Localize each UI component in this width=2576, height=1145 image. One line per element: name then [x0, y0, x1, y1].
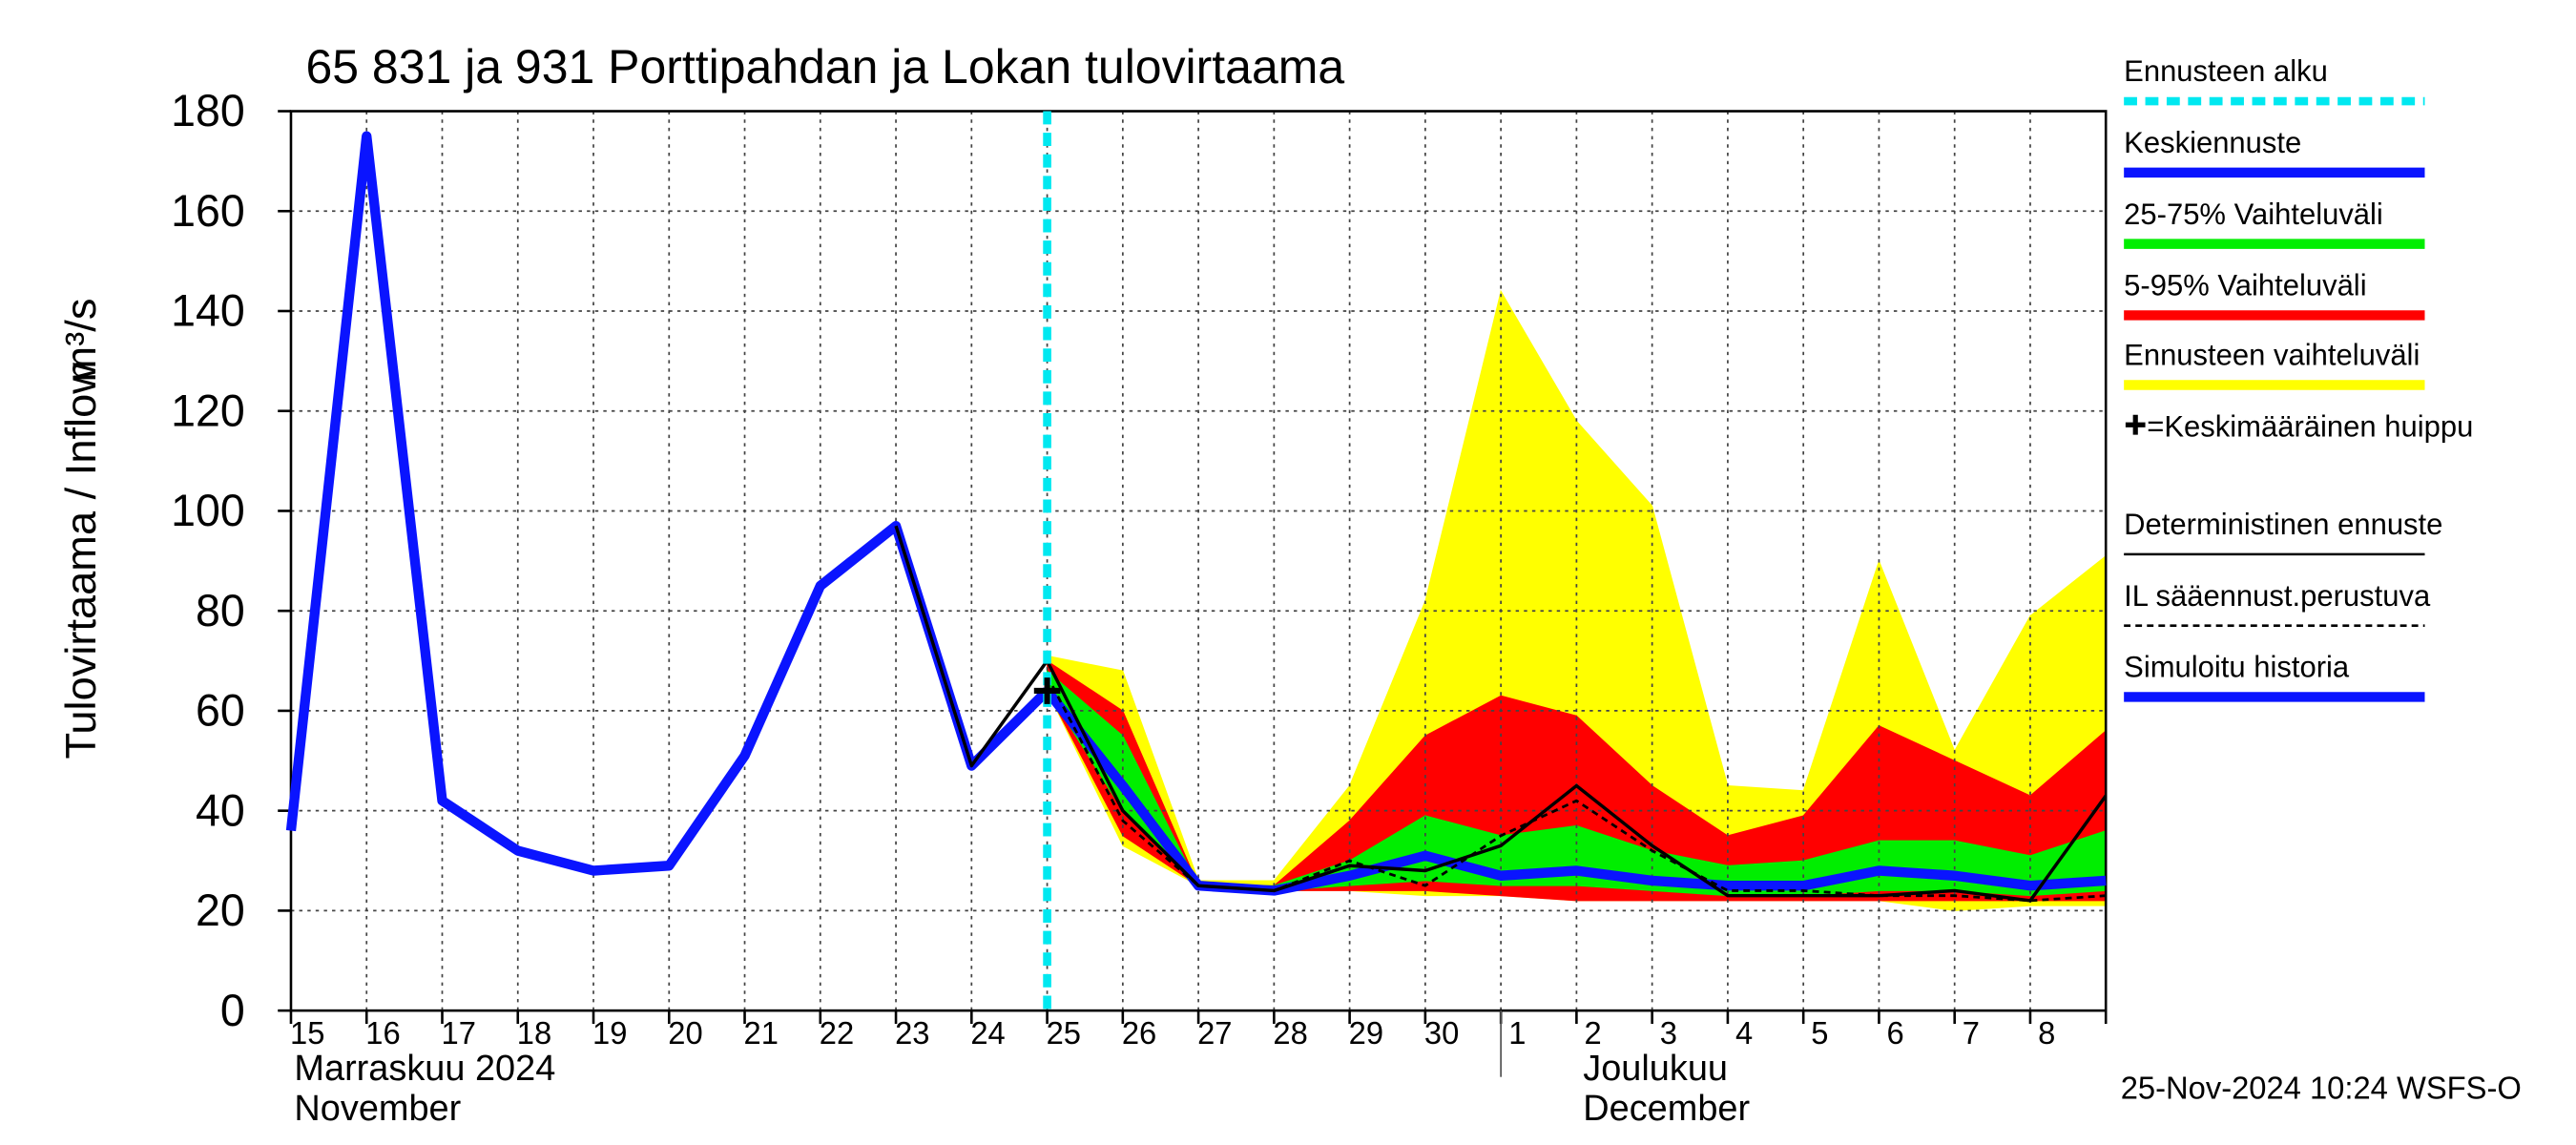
legend-label: Deterministinen ennuste — [2124, 508, 2442, 541]
bands — [1047, 289, 2107, 911]
x-tick-label: 30 — [1424, 1015, 1459, 1051]
chart-title: 65 831 ja 931 Porttipahdan ja Lokan tulo… — [305, 40, 1344, 94]
legend-label: 5-95% Vaihteluväli — [2124, 268, 2366, 302]
x-tick-label: 25 — [1047, 1015, 1081, 1051]
month-label: December — [1583, 1089, 1750, 1129]
legend-label: Ennusteen vaihteluväli — [2124, 338, 2420, 371]
x-tick-label: 5 — [1811, 1015, 1828, 1051]
x-tick-label: 2 — [1585, 1015, 1602, 1051]
x-tick-label: 4 — [1735, 1015, 1753, 1051]
x-tick-label: 27 — [1197, 1015, 1232, 1051]
x-tick-label: 24 — [970, 1015, 1005, 1051]
y-tick-label: 0 — [220, 986, 245, 1035]
y-tick-label: 120 — [171, 385, 245, 435]
y-tick-label: 100 — [171, 486, 245, 535]
x-tick-label: 15 — [290, 1015, 324, 1051]
x-tick-label: 8 — [2038, 1015, 2055, 1051]
series-line — [894, 525, 2108, 903]
y-tick-label: 20 — [196, 885, 245, 935]
legend-peak-symbol — [2125, 414, 2146, 435]
y-tick-label: 180 — [171, 86, 245, 135]
series-line — [1046, 675, 2107, 903]
peak-marker — [1033, 677, 1061, 704]
x-tick-label: 29 — [1349, 1015, 1383, 1051]
y-tick-label: 160 — [171, 186, 245, 236]
y-tick-label: 60 — [196, 685, 245, 735]
month-label: November — [294, 1089, 461, 1129]
month-label: Marraskuu 2024 — [294, 1049, 555, 1089]
y-tick-label: 40 — [196, 785, 245, 835]
y-tick-label: 140 — [171, 285, 245, 335]
legend-label: Keskiennuste — [2124, 126, 2301, 159]
x-tick-label: 18 — [517, 1015, 551, 1051]
x-tick-label: 21 — [744, 1015, 779, 1051]
month-label: Joulukuu — [1583, 1049, 1728, 1089]
x-tick-label: 6 — [1887, 1015, 1904, 1051]
y-axis-label: Tulovirtaama / Inflow — [56, 363, 105, 760]
x-tick-label: 3 — [1660, 1015, 1677, 1051]
x-tick-label: 28 — [1273, 1015, 1307, 1051]
x-tick-label: 17 — [442, 1015, 476, 1051]
timestamp: 25-Nov-2024 10:24 WSFS-O — [2121, 1070, 2522, 1105]
y-tick-label: 80 — [196, 586, 245, 635]
x-tick-label: 1 — [1508, 1015, 1526, 1051]
x-tick-label: 19 — [592, 1015, 627, 1051]
x-tick-label: 26 — [1122, 1015, 1156, 1051]
legend-label: =Keskimääräinen huippu — [2147, 409, 2473, 443]
x-tick-label: 16 — [365, 1015, 400, 1051]
legend-label: Ennusteen alku — [2124, 54, 2328, 88]
legend-label: 25-75% Vaihteluväli — [2124, 198, 2383, 231]
y-axis-unit: m³/s — [56, 299, 105, 383]
x-tick-label: 23 — [895, 1015, 929, 1051]
x-tick-label: 7 — [1963, 1015, 1980, 1051]
x-tick-label: 20 — [668, 1015, 702, 1051]
band-segment — [1879, 840, 1956, 891]
x-tick-label: 22 — [820, 1015, 854, 1051]
legend-label: IL sääennust.perustuva — [2124, 579, 2431, 613]
legend-label: Simuloitu historia — [2124, 650, 2350, 683]
